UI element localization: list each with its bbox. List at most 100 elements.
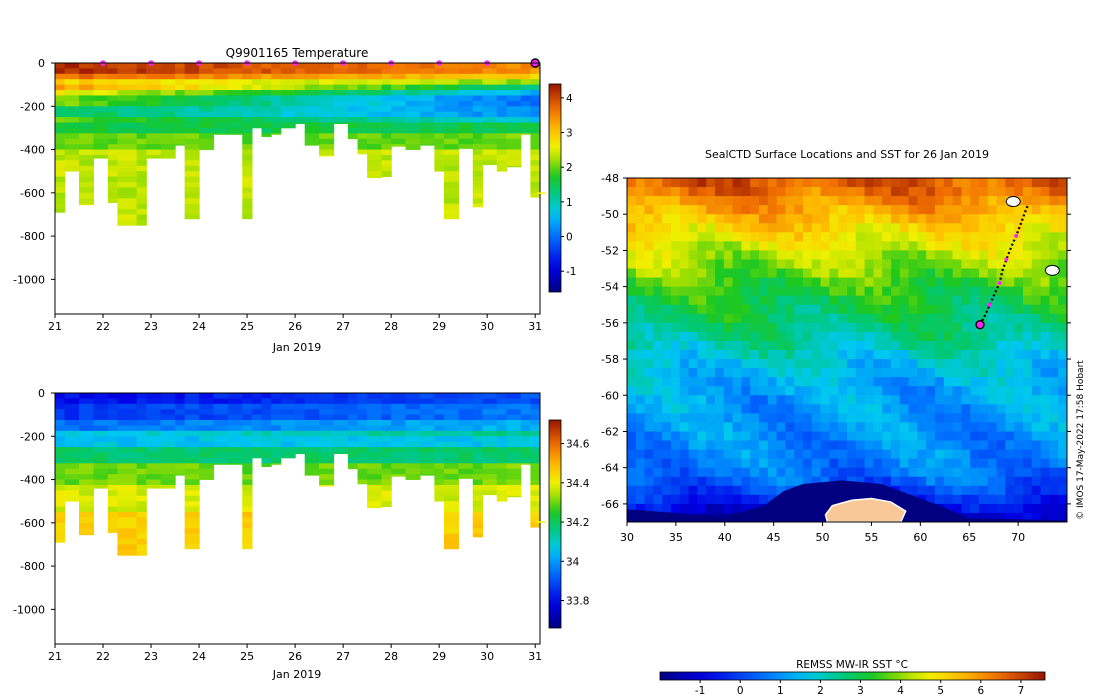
section-cell [381, 111, 392, 118]
section-cell [79, 517, 95, 524]
sst-cell [644, 268, 654, 279]
sst-cell [1058, 413, 1067, 423]
section-cell [530, 436, 540, 443]
section-cell [227, 106, 243, 113]
sst-cell [662, 386, 672, 396]
section-cell [367, 154, 383, 161]
section-cell [434, 100, 445, 107]
sst-cell [864, 386, 874, 396]
section-cell [107, 479, 119, 486]
sst-cell [635, 259, 646, 270]
section-cell [175, 393, 186, 399]
section-cell [136, 160, 147, 167]
sst-cell [741, 503, 751, 514]
section-cell [405, 441, 421, 448]
sst-cell [943, 476, 954, 487]
sst-cell [644, 458, 654, 469]
sst-cell [732, 322, 742, 333]
section-cell [443, 393, 459, 399]
sst-cell [671, 368, 681, 378]
section-cell [160, 149, 176, 156]
section-cell [405, 79, 421, 86]
sst-cell [732, 413, 742, 423]
section-cell [160, 398, 176, 405]
sst-cell [679, 322, 690, 333]
section-cell [482, 447, 498, 453]
sst-cell [970, 440, 980, 451]
sst-cell [750, 404, 760, 414]
section-cell [136, 441, 147, 448]
sst-cell [970, 494, 980, 505]
section-cell [160, 474, 176, 480]
section-cell [64, 457, 80, 464]
sst-cell [776, 404, 786, 414]
section-cell [242, 495, 253, 502]
section-cell [357, 398, 368, 405]
sst-cell [987, 485, 998, 496]
sst-cell [662, 223, 672, 233]
sst-cell [1049, 449, 1059, 460]
section-cell [458, 63, 474, 69]
section-cell [117, 414, 138, 421]
sst-cell [820, 440, 830, 451]
section-cell [295, 436, 306, 443]
section-cell [213, 430, 229, 437]
sst-cell [1031, 431, 1042, 442]
temperature-cells [55, 63, 540, 226]
x-tick-label: 29 [432, 650, 446, 663]
section-cell [319, 122, 335, 129]
section-cell [506, 447, 522, 453]
section-cell [472, 117, 483, 123]
section-cell [55, 68, 66, 75]
sst-cell [1040, 223, 1050, 233]
section-cell [530, 517, 540, 524]
sst-cell [987, 350, 998, 360]
section-cell [184, 441, 200, 448]
section-cell [55, 479, 66, 486]
sst-cell [1005, 187, 1015, 197]
section-cell [482, 479, 498, 486]
section-cell [347, 398, 359, 405]
sst-cell [847, 386, 857, 396]
section-cell [357, 117, 368, 123]
sst-cell [627, 313, 637, 324]
section-cell [271, 84, 282, 91]
section-cell [251, 420, 263, 426]
sst-cell [979, 178, 989, 188]
sst-cell [1058, 395, 1067, 405]
sst-cell [767, 458, 778, 469]
section-cell [136, 436, 147, 443]
section-cell [391, 414, 407, 421]
sst-cell [662, 196, 672, 206]
section-cell [64, 160, 80, 167]
section-cell [482, 490, 498, 496]
section-cell [434, 165, 445, 172]
section-cell [347, 111, 359, 118]
section-cell [443, 165, 459, 172]
section-cell [117, 133, 138, 140]
sst-cell [803, 413, 813, 423]
sst-cell [1058, 431, 1067, 442]
sst-cell [908, 422, 918, 432]
sst-cell [741, 205, 751, 215]
sst-cell [979, 250, 989, 260]
section-cell [520, 409, 531, 416]
section-cell [242, 398, 253, 405]
sst-cell [697, 313, 707, 324]
sst-cell [671, 350, 681, 360]
sst-cell [653, 304, 663, 315]
sst-cell [723, 223, 734, 233]
section-cell [295, 68, 306, 75]
sst-cell [715, 286, 725, 297]
sst-cell [803, 395, 813, 405]
sst-cell [776, 368, 786, 378]
section-cell [160, 95, 176, 102]
section-cell [381, 393, 392, 399]
sst-cell [873, 431, 883, 442]
section-cell [391, 398, 407, 405]
section-cell [530, 501, 540, 507]
section-cell [242, 474, 253, 480]
section-cell [184, 544, 200, 550]
sst-cell [838, 350, 848, 360]
sst-cell [715, 467, 725, 478]
